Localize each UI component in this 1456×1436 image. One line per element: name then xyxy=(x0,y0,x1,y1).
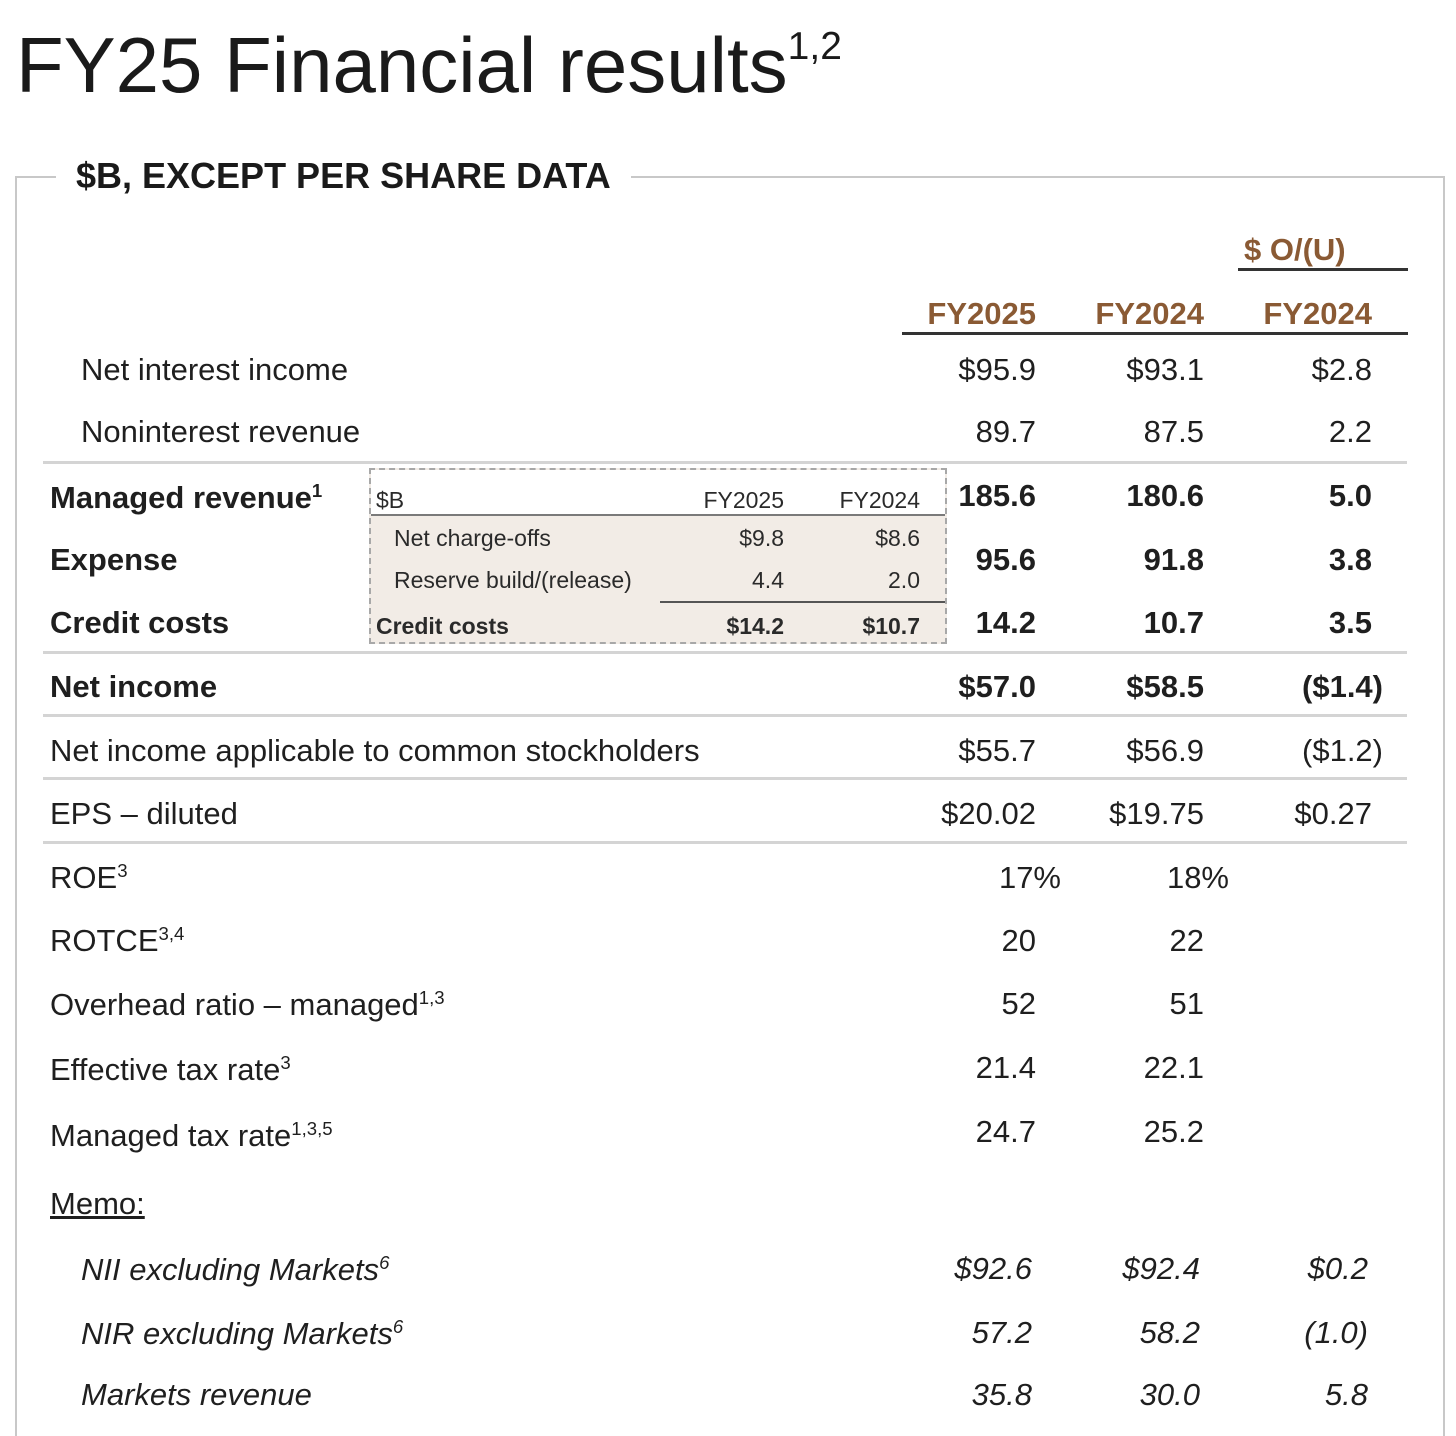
change-group-rule xyxy=(1238,268,1408,271)
inset-total-rule xyxy=(660,601,945,603)
value-cell: $58.5 xyxy=(1126,669,1204,704)
value-cell: $55.7 xyxy=(958,733,1036,768)
value-cell: 91.8 xyxy=(1143,542,1204,577)
value-cell: $92.6 xyxy=(954,1251,1032,1286)
value-cell: 89.7 xyxy=(975,414,1036,449)
value-cell: 22.1 xyxy=(1143,1050,1204,1085)
row-label-managed-revenue: Managed revenue1 xyxy=(50,479,323,515)
value-cell: $95.9 xyxy=(958,352,1036,387)
row-divider xyxy=(43,714,1407,717)
inset-row-label: Net charge-offs xyxy=(394,525,551,551)
row-divider xyxy=(43,777,1407,780)
value-cell: 87.5 xyxy=(1143,414,1204,449)
value-cell: 17% xyxy=(998,860,1061,895)
value-cell: ($1.4) xyxy=(1302,669,1383,704)
inset-value: $9.8 xyxy=(739,525,784,551)
value-cell: $19.75 xyxy=(1109,796,1204,831)
row-label-net-income: Net income xyxy=(50,669,218,704)
value-cell: 3.8 xyxy=(1328,542,1372,577)
row-divider xyxy=(43,461,1407,464)
row-label-credit-costs: Credit costs xyxy=(50,605,230,640)
frame-label: $B, EXCEPT PER SHARE DATA xyxy=(56,154,631,198)
value-cell: ($1.2) xyxy=(1302,733,1383,768)
inset-total-value: $10.7 xyxy=(862,613,920,639)
inset-value: $8.6 xyxy=(875,525,920,551)
value-cell: 10.7 xyxy=(1143,605,1204,640)
page-title: FY25 Financial results1,2 xyxy=(16,21,842,109)
value-cell: 14.2 xyxy=(975,605,1036,640)
value-cell: $0.27 xyxy=(1294,796,1372,831)
value-cell: 5.0 xyxy=(1328,478,1372,513)
col-header-fy2024: FY2024 xyxy=(1095,296,1204,331)
row-label-roe: ROE3 xyxy=(50,859,128,895)
inset-value: 4.4 xyxy=(752,567,784,593)
row-label-effective-tax-rate: Effective tax rate3 xyxy=(50,1051,291,1087)
header-rule xyxy=(902,332,1408,335)
value-cell: 57.2 xyxy=(971,1315,1032,1350)
value-cell: $2.8 xyxy=(1311,352,1372,387)
row-label-rotce: ROTCE3,4 xyxy=(50,922,185,958)
inset-col-fy2025: FY2025 xyxy=(703,487,784,513)
inset-unit: $B xyxy=(376,487,405,513)
value-cell: $56.9 xyxy=(1126,733,1204,768)
value-cell: $0.2 xyxy=(1307,1251,1368,1286)
value-cell: 21.4 xyxy=(975,1050,1036,1085)
value-cell: 51 xyxy=(1169,986,1204,1021)
value-cell: 180.6 xyxy=(1126,478,1204,513)
memo-row-label: NII excluding Markets6 xyxy=(81,1251,390,1287)
value-cell: 3.5 xyxy=(1328,605,1372,640)
inset-value: 2.0 xyxy=(888,567,920,593)
row-divider xyxy=(43,841,1407,844)
col-header-fy2025: FY2025 xyxy=(927,296,1036,331)
value-cell: 24.7 xyxy=(975,1114,1036,1149)
change-group-header: $ O/(U) xyxy=(1244,232,1346,267)
row-label-managed-tax-rate: Managed tax rate1,3,5 xyxy=(50,1117,333,1153)
value-cell: 95.6 xyxy=(975,542,1036,577)
value-cell: 35.8 xyxy=(971,1377,1032,1412)
value-cell: 58.2 xyxy=(1139,1315,1200,1350)
value-cell: 30.0 xyxy=(1139,1377,1200,1412)
table-frame xyxy=(15,176,1445,1436)
inset-total-value: $14.2 xyxy=(726,613,784,639)
row-label-expense: Expense xyxy=(50,542,178,577)
row-divider xyxy=(43,651,1407,654)
row-label-noninterest-revenue: Noninterest revenue xyxy=(81,414,361,449)
value-cell: (1.0) xyxy=(1304,1315,1368,1350)
credit-costs-inset: $B FY2025 FY2024 Net charge-offs $9.8 $8… xyxy=(369,468,947,644)
value-cell: 22 xyxy=(1169,923,1204,958)
value-cell: $92.4 xyxy=(1122,1251,1200,1286)
value-cell: 52 xyxy=(1001,986,1036,1021)
value-cell: $20.02 xyxy=(941,796,1036,831)
value-cell: 20 xyxy=(1001,923,1036,958)
inset-header xyxy=(371,470,945,516)
row-label-overhead-ratio: Overhead ratio – managed1,3 xyxy=(50,986,445,1022)
row-label-net-income-common: Net income applicable to common stockhol… xyxy=(50,733,700,768)
value-cell: 25.2 xyxy=(1143,1114,1204,1149)
value-cell: 2.2 xyxy=(1328,414,1372,449)
memo-label: Memo: xyxy=(50,1186,145,1221)
row-label-net-interest-income: Net interest income xyxy=(81,352,349,387)
value-cell: 185.6 xyxy=(958,478,1036,513)
value-cell: 5.8 xyxy=(1324,1377,1368,1412)
memo-row-label: Markets revenue xyxy=(81,1377,312,1412)
value-cell: 18% xyxy=(1166,860,1229,895)
value-cell: $93.1 xyxy=(1126,352,1204,387)
row-label-eps: EPS – diluted xyxy=(50,796,238,831)
inset-row-label: Reserve build/(release) xyxy=(394,567,632,593)
value-cell: $57.0 xyxy=(958,669,1036,704)
inset-col-fy2024: FY2024 xyxy=(839,487,920,513)
memo-row-label: NIR excluding Markets6 xyxy=(81,1315,404,1351)
inset-total-label: Credit costs xyxy=(376,613,509,639)
col-header-change: FY2024 xyxy=(1263,296,1372,331)
